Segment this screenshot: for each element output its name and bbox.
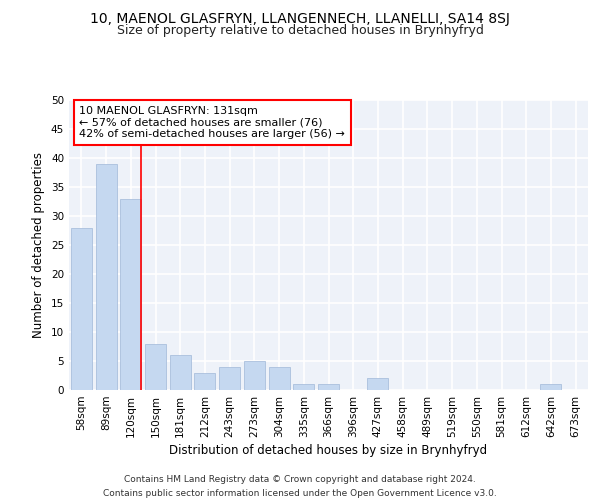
Text: 10 MAENOL GLASFRYN: 131sqm
← 57% of detached houses are smaller (76)
42% of semi: 10 MAENOL GLASFRYN: 131sqm ← 57% of deta… (79, 106, 345, 139)
Bar (120, 198, 141, 390)
Bar (318, 384, 339, 390)
Bar (219, 367, 240, 390)
Bar (269, 367, 290, 390)
X-axis label: Distribution of detached houses by size in Brynhyfryd: Distribution of detached houses by size … (169, 444, 488, 457)
Text: Size of property relative to detached houses in Brynhyfryd: Size of property relative to detached ho… (116, 24, 484, 37)
Bar (95, 164, 116, 390)
Bar (194, 372, 215, 390)
Bar (293, 384, 314, 390)
Text: 10, MAENOL GLASFRYN, LLANGENNECH, LLANELLI, SA14 8SJ: 10, MAENOL GLASFRYN, LLANGENNECH, LLANEL… (90, 12, 510, 26)
Bar (71, 228, 92, 390)
Bar (145, 344, 166, 390)
Bar (170, 355, 191, 390)
Bar (244, 361, 265, 390)
Bar (541, 384, 562, 390)
Y-axis label: Number of detached properties: Number of detached properties (32, 152, 46, 338)
Bar (367, 378, 388, 390)
Text: Contains HM Land Registry data © Crown copyright and database right 2024.
Contai: Contains HM Land Registry data © Crown c… (103, 476, 497, 498)
